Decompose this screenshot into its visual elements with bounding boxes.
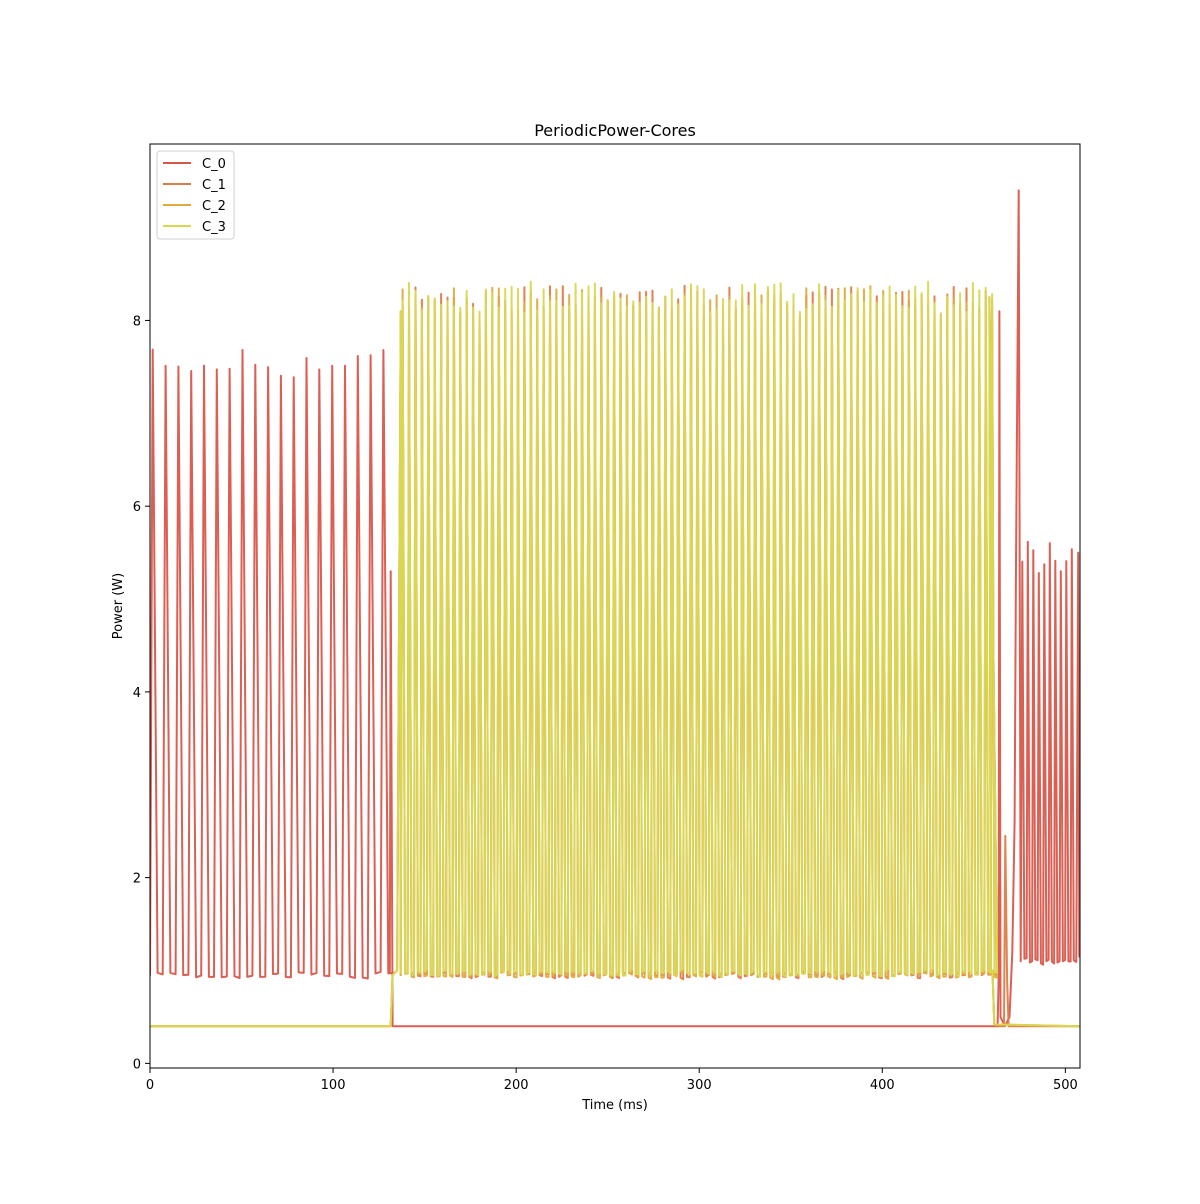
chart-title: PeriodicPower-Cores bbox=[534, 121, 696, 140]
legend-label: C_2 bbox=[202, 199, 226, 214]
x-tick-label: 400 bbox=[870, 1078, 895, 1093]
legend-label: C_3 bbox=[202, 220, 226, 235]
x-tick-label: 500 bbox=[1053, 1078, 1078, 1093]
y-tick-label: 2 bbox=[133, 872, 141, 887]
legend-box bbox=[156, 150, 235, 240]
x-tick-label: 200 bbox=[504, 1078, 529, 1093]
y-tick-label: 4 bbox=[133, 686, 141, 701]
y-tick-label: 6 bbox=[133, 500, 141, 515]
x-tick-label: 0 bbox=[146, 1078, 154, 1093]
series-line-c-3 bbox=[150, 280, 1080, 1028]
x-axis: 0 100 200 300 400 500 bbox=[146, 1068, 1078, 1093]
y-axis-label: Power (W) bbox=[111, 573, 126, 639]
y-tick-label: 8 bbox=[133, 314, 141, 329]
legend: C_0 C_1 C_2 C_3 bbox=[156, 150, 235, 240]
legend-label: C_1 bbox=[202, 178, 226, 193]
x-tick-label: 300 bbox=[687, 1078, 712, 1093]
y-tick-label: 0 bbox=[133, 1057, 141, 1072]
plot-frame bbox=[149, 143, 1081, 1069]
x-axis-label: Time (ms) bbox=[581, 1098, 648, 1113]
x-tick-label: 100 bbox=[321, 1078, 346, 1093]
legend-label: C_0 bbox=[202, 157, 226, 172]
series-line-c-0 bbox=[150, 189, 1080, 1028]
y-axis: 0 2 4 6 8 bbox=[133, 314, 150, 1072]
